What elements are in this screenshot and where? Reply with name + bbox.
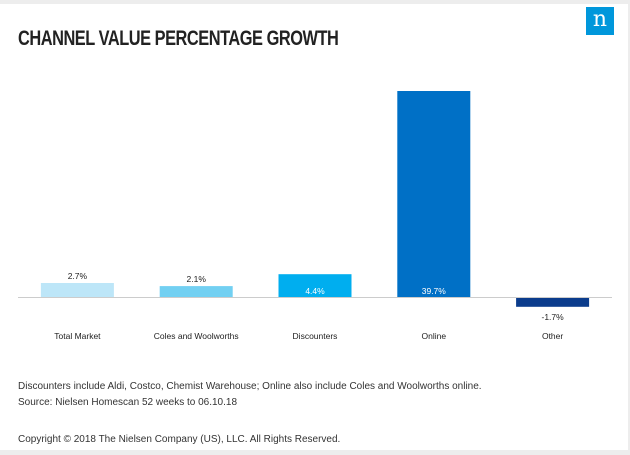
bar-chart: 2.7% Total Market 2.1% Coles and Woolworths… [18, 91, 612, 341]
copyright-text: Copyright © 2018 The Nielsen Company (US… [18, 434, 341, 445]
data-label-online: 39.7% [422, 286, 447, 296]
bar-coles-and-woolworths [159, 286, 233, 297]
bar-online [397, 91, 471, 297]
data-label-discounters: 4.4% [305, 286, 325, 296]
category-label-total-market: Total Market [54, 331, 101, 341]
bar-other [516, 298, 590, 307]
footnote-channels: Discounters include Aldi, Costco, Chemis… [18, 381, 482, 392]
nielsen-logo-icon: n [586, 7, 614, 35]
category-label-discounters: Discounters [293, 331, 338, 341]
category-label-online: Online [422, 331, 447, 341]
bars-group: 2.7% Total Market 2.1% Coles and Woolworths… [40, 91, 590, 341]
chart-title: CHANNEL VALUE PERCENTAGE GROWTH [18, 27, 339, 50]
bar-total-market [40, 283, 114, 297]
category-label-other: Other [542, 331, 563, 341]
data-label-other: -1.7% [541, 312, 564, 322]
data-label-coles-and-woolworths: 2.1% [187, 274, 207, 284]
bar-discounters [278, 274, 352, 297]
category-label-coles-and-woolworths: Coles and Woolworths [154, 331, 239, 341]
footnote-source: Source: Nielsen Homescan 52 weeks to 06.… [18, 397, 238, 408]
data-label-total-market: 2.7% [68, 271, 88, 281]
